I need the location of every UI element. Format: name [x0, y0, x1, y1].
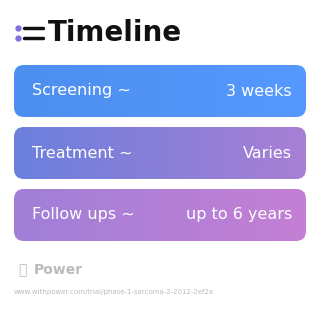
Text: 3 weeks: 3 weeks — [226, 83, 292, 98]
Text: up to 6 years: up to 6 years — [186, 208, 292, 222]
Text: Power: Power — [34, 263, 83, 277]
Text: www.withpower.com/trial/phase-1-sarcoma-2-2012-2ef2a: www.withpower.com/trial/phase-1-sarcoma-… — [14, 289, 214, 295]
Text: ␧: ␧ — [18, 263, 26, 277]
Text: Timeline: Timeline — [48, 19, 182, 47]
Text: Treatment ~: Treatment ~ — [32, 146, 132, 161]
FancyBboxPatch shape — [14, 65, 306, 117]
Text: Follow ups ~: Follow ups ~ — [32, 208, 135, 222]
Text: Screening ~: Screening ~ — [32, 83, 131, 98]
FancyBboxPatch shape — [14, 127, 306, 179]
FancyBboxPatch shape — [14, 189, 306, 241]
Text: Varies: Varies — [243, 146, 292, 161]
